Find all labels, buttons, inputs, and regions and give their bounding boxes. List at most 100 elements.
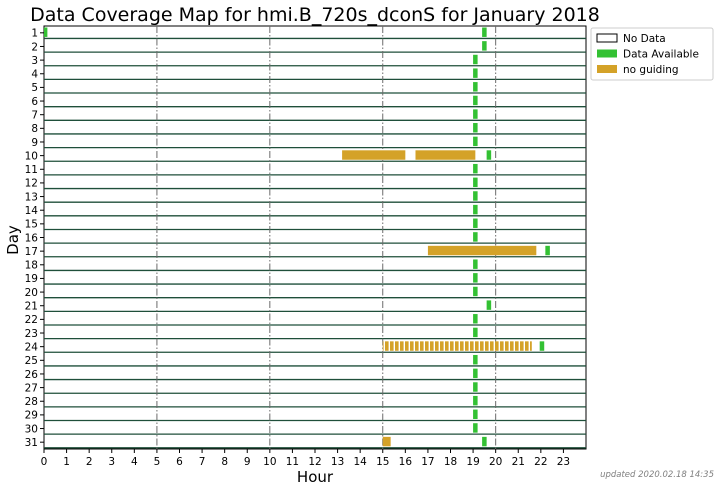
x-tick-label: 15 bbox=[376, 456, 389, 468]
x-tick-label: 7 bbox=[199, 456, 206, 468]
no-guiding-bar bbox=[427, 245, 537, 256]
y-tick-label: 12 bbox=[25, 178, 38, 190]
y-tick-label: 9 bbox=[31, 137, 38, 149]
y-tick-label: 11 bbox=[25, 164, 38, 176]
data-available-bar bbox=[473, 218, 478, 228]
no-guiding-bar bbox=[382, 341, 532, 351]
y-tick-label: 14 bbox=[25, 205, 39, 217]
legend-swatch bbox=[596, 33, 618, 43]
x-tick-label: 3 bbox=[108, 456, 115, 468]
data-available-bar bbox=[473, 273, 478, 283]
x-tick-label: 8 bbox=[221, 456, 228, 468]
legend-label: Data Available bbox=[623, 49, 699, 61]
data-available-bar bbox=[473, 123, 478, 133]
x-tick-label: 0 bbox=[41, 456, 48, 468]
y-tick-label: 20 bbox=[25, 287, 38, 299]
y-tick-label: 6 bbox=[31, 96, 38, 108]
plot-area: 0 1 2 3 4 5 6 7 8 9 10 11 12 13 14 15 16 17 18 19 20 21 22 2312… bbox=[25, 25, 587, 468]
y-tick-label: 3 bbox=[31, 55, 38, 67]
y-tick-label: 24 bbox=[25, 341, 39, 353]
data-available-bar bbox=[473, 68, 478, 78]
legend-label: no guiding bbox=[623, 64, 679, 76]
y-tick-label: 22 bbox=[25, 314, 38, 326]
y-tick-label: 5 bbox=[31, 82, 38, 94]
y-tick-label: 25 bbox=[25, 355, 38, 367]
updated-timestamp: updated 2020.02.18 14:35 bbox=[600, 470, 714, 480]
x-tick-label: 11 bbox=[286, 456, 299, 468]
data-available-bar bbox=[473, 368, 478, 379]
y-tick-label: 23 bbox=[25, 328, 38, 340]
x-tick-label: 5 bbox=[154, 456, 161, 468]
data-available-bar bbox=[473, 409, 478, 420]
y-tick-label: 28 bbox=[25, 396, 38, 408]
y-tick-label: 16 bbox=[25, 232, 39, 244]
data-available-bar bbox=[473, 136, 478, 147]
y-tick-label: 10 bbox=[25, 150, 38, 162]
data-available-bar bbox=[482, 436, 487, 447]
y-tick-label: 29 bbox=[25, 410, 38, 422]
data-available-bar bbox=[473, 95, 478, 106]
x-tick-label: 10 bbox=[263, 456, 276, 468]
y-tick-label: 7 bbox=[31, 109, 38, 121]
no-guiding-bar bbox=[382, 436, 391, 447]
x-tick-label: 6 bbox=[176, 456, 183, 468]
data-available-bar bbox=[473, 423, 478, 433]
data-available-bar bbox=[473, 191, 478, 201]
x-tick-label: 23 bbox=[557, 456, 570, 468]
data-available-bar bbox=[486, 300, 492, 310]
data-available-bar bbox=[482, 27, 487, 37]
legend-swatch bbox=[597, 49, 617, 58]
x-tick-label: 13 bbox=[331, 456, 344, 468]
x-tick-label: 16 bbox=[399, 456, 413, 468]
data-available-bar bbox=[473, 259, 478, 269]
legend-box bbox=[590, 27, 714, 81]
y-tick-label: 15 bbox=[25, 219, 38, 231]
data-available-bar bbox=[545, 245, 550, 256]
y-tick-label: 17 bbox=[25, 246, 38, 258]
y-tick-label: 18 bbox=[25, 260, 38, 272]
data-available-bar bbox=[44, 27, 48, 37]
data-available-bar bbox=[473, 327, 478, 338]
x-tick-label: 17 bbox=[421, 456, 434, 468]
y-tick-label: 27 bbox=[25, 382, 38, 394]
y-tick-label: 31 bbox=[25, 437, 38, 449]
x-tick-label: 20 bbox=[489, 456, 502, 468]
x-tick-label: 2 bbox=[86, 456, 93, 468]
x-tick-label: 4 bbox=[131, 456, 138, 468]
y-tick-label: 13 bbox=[25, 191, 38, 203]
no-guiding-bar bbox=[342, 150, 406, 160]
x-tick-label: 9 bbox=[244, 456, 251, 468]
y-axis-label: Day bbox=[4, 225, 22, 255]
y-tick-label: 19 bbox=[25, 273, 38, 285]
data-available-bar bbox=[473, 163, 478, 174]
data-available-bar bbox=[473, 232, 478, 242]
data-available-bar bbox=[473, 54, 478, 65]
x-tick-label: 12 bbox=[308, 456, 321, 468]
x-tick-label: 19 bbox=[466, 456, 479, 468]
x-tick-label: 1 bbox=[63, 456, 70, 468]
y-tick-label: 2 bbox=[31, 41, 38, 53]
data-available-bar bbox=[482, 41, 487, 51]
x-axis-label: Hour bbox=[297, 468, 334, 486]
y-tick-label: 26 bbox=[25, 369, 39, 381]
chart-title: Data Coverage Map for hmi.B_720s_dconS f… bbox=[30, 4, 600, 26]
data-available-bar bbox=[473, 395, 478, 406]
data-available-bar bbox=[473, 286, 478, 297]
data-available-bar bbox=[473, 177, 478, 188]
no-guiding-bar bbox=[415, 150, 476, 160]
data-available-bar bbox=[473, 354, 478, 365]
y-tick-label: 30 bbox=[25, 423, 38, 435]
data-available-bar bbox=[473, 314, 478, 324]
x-tick-label: 21 bbox=[512, 456, 525, 468]
legend: No Data Data Available no guiding bbox=[590, 27, 714, 81]
x-tick-label: 14 bbox=[353, 456, 367, 468]
data-available-bar bbox=[539, 341, 545, 351]
y-tick-label: 4 bbox=[31, 69, 38, 81]
legend-label: No Data bbox=[623, 33, 666, 45]
legend-swatch bbox=[597, 65, 617, 73]
data-available-bar bbox=[473, 82, 478, 92]
y-tick-label: 21 bbox=[25, 301, 38, 313]
x-tick-label: 22 bbox=[534, 456, 547, 468]
y-tick-label: 8 bbox=[31, 123, 38, 135]
